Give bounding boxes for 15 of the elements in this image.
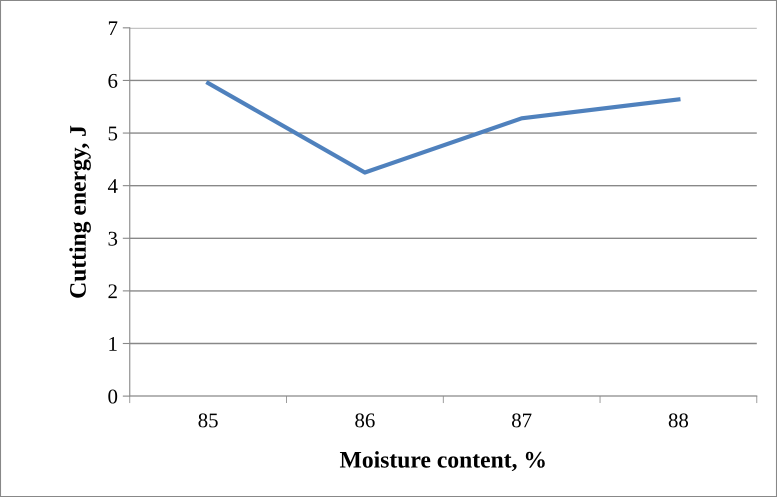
y-tick-label: 7	[108, 21, 118, 36]
x-tick-label: 87	[512, 413, 532, 428]
y-tick-label: 0	[108, 389, 118, 404]
y-tick-label: 1	[109, 336, 117, 351]
x-tick-label: 85	[198, 413, 218, 428]
y-tick-label: 6	[108, 74, 118, 88]
x-tick-label: 88	[668, 413, 688, 428]
x-tick-label: 86	[355, 413, 375, 428]
y-tick-label: 2	[108, 284, 117, 298]
y-tick-label: 5	[108, 126, 118, 140]
y-axis-title: Cutting energy, J	[69, 126, 91, 298]
y-tick-label: 3	[108, 232, 118, 246]
x-axis-title: Moisture content, %	[340, 451, 545, 472]
y-tick-label: 4	[108, 179, 118, 193]
line-series	[206, 80, 681, 175]
